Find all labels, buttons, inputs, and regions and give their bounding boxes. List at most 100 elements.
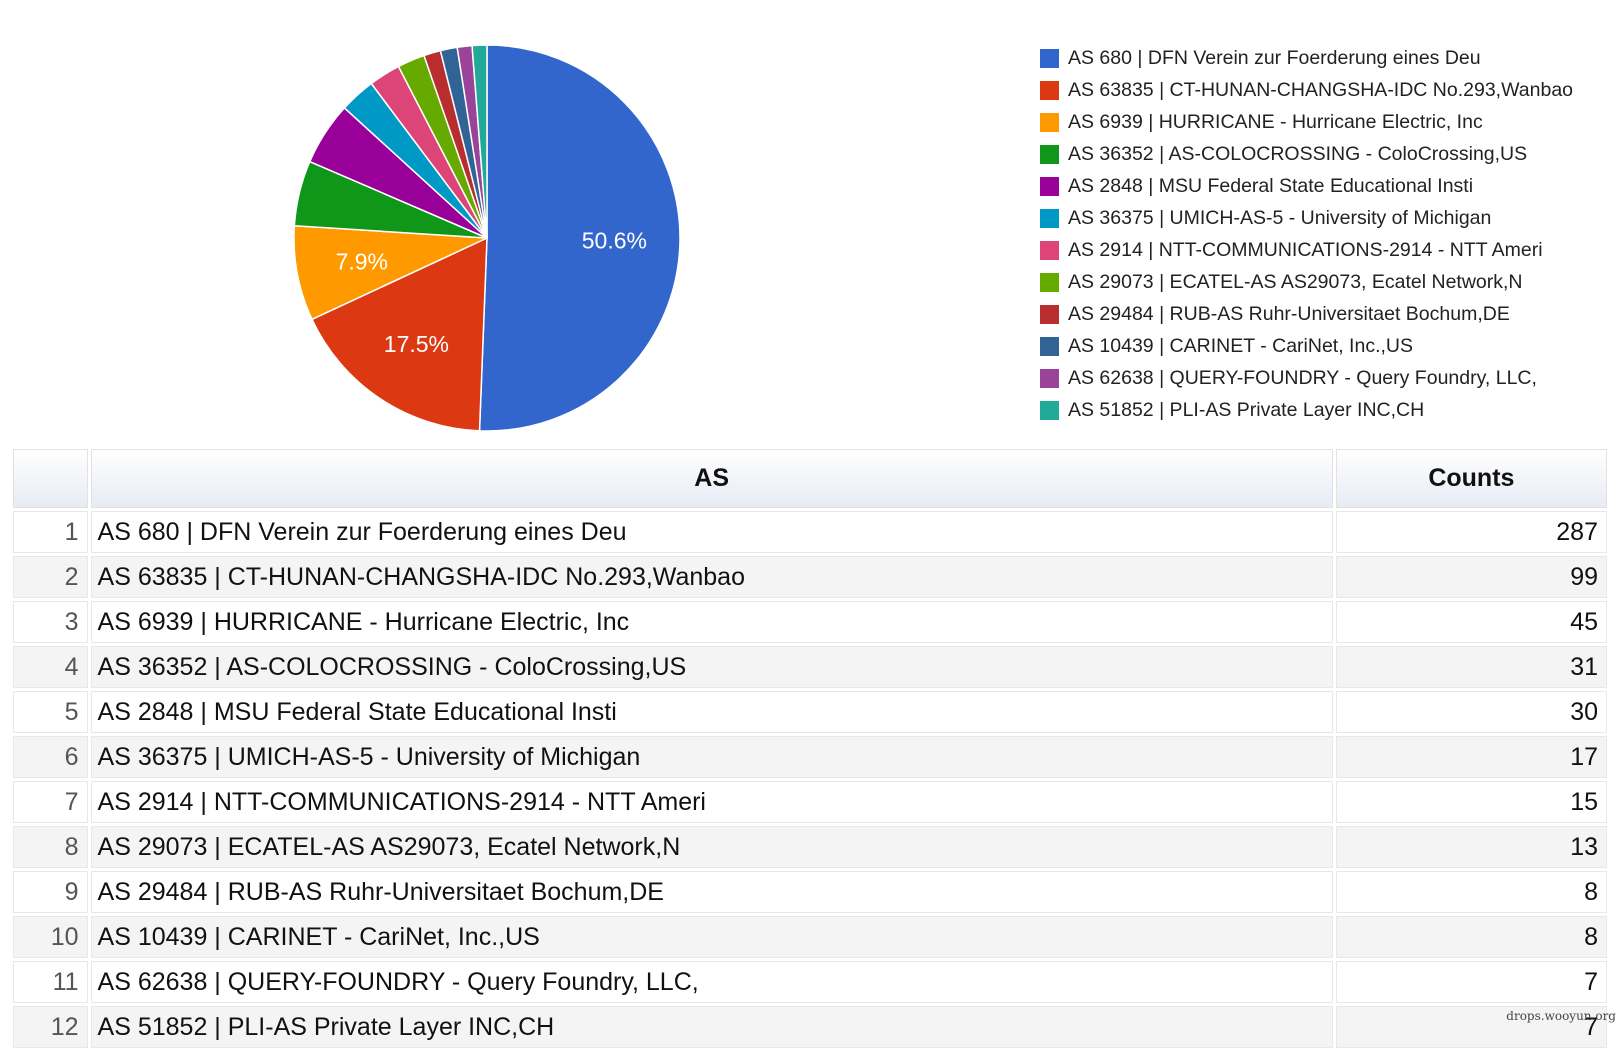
row-as-name: AS 29073 | ECATEL-AS AS29073, Ecatel Net… xyxy=(90,826,1333,868)
legend-item[interactable]: AS 36352 | AS-COLOCROSSING - ColoCrossin… xyxy=(1040,138,1620,170)
counts-column-header[interactable]: Counts xyxy=(1335,449,1607,508)
row-count: 287 xyxy=(1335,511,1607,553)
legend-label: AS 2914 | NTT-COMMUNICATIONS-2914 - NTT … xyxy=(1068,238,1543,261)
pie-slice[interactable] xyxy=(310,236,488,432)
legend-swatch xyxy=(1040,208,1059,228)
row-as-name: AS 51852 | PLI-AS Private Layer INC,CH xyxy=(90,1006,1333,1048)
legend-item[interactable]: AS 29073 | ECATEL-AS AS29073, Ecatel Net… xyxy=(1040,266,1620,298)
row-as-name: AS 2914 | NTT-COMMUNICATIONS-2914 - NTT … xyxy=(90,781,1333,823)
row-count: 99 xyxy=(1335,556,1607,598)
legend-swatch xyxy=(1040,112,1059,132)
row-count: 30 xyxy=(1335,691,1607,733)
legend-item[interactable]: AS 2848 | MSU Federal State Educational … xyxy=(1040,170,1620,202)
row-index: 5 xyxy=(13,691,88,733)
legend-swatch xyxy=(1040,272,1059,292)
data-table-container: AS Counts 1 AS 680 | DFN Verein zur Foerd… xyxy=(10,446,1610,1051)
table-row[interactable]: 2 AS 63835 | CT-HUNAN-CHANGSHA-IDC No.293… xyxy=(13,556,1607,598)
row-as-name: AS 29484 | RUB-AS Ruhr-Universitaet Boch… xyxy=(90,871,1333,913)
as-counts-table: AS Counts 1 AS 680 | DFN Verein zur Foerd… xyxy=(10,446,1610,1051)
legend-item[interactable]: AS 51852 | PLI-AS Private Layer INC,CH xyxy=(1040,394,1620,426)
pie-slice[interactable] xyxy=(293,224,488,321)
legend-label: AS 6939 | HURRICANE - Hurricane Electric… xyxy=(1068,110,1483,133)
as-column-header[interactable]: AS xyxy=(90,449,1333,508)
table-row[interactable]: 3 AS 6939 | HURRICANE - Hurricane Electri… xyxy=(13,601,1607,643)
row-count: 15 xyxy=(1335,781,1607,823)
legend-label: AS 680 | DFN Verein zur Foerderung eines… xyxy=(1068,46,1481,69)
legend-item[interactable]: AS 10439 | CARINET - CariNet, Inc.,US xyxy=(1040,330,1620,362)
pie-slice[interactable] xyxy=(471,44,488,239)
table-row[interactable]: 6 AS 36375 | UMICH-AS-5 - University of M… xyxy=(13,736,1607,778)
pie-slice-label: 50.6% xyxy=(582,227,647,253)
row-index: 6 xyxy=(13,736,88,778)
legend-swatch xyxy=(1040,176,1059,196)
legend-label: AS 62638 | QUERY-FOUNDRY - Query Foundry… xyxy=(1068,366,1537,389)
pie-slice[interactable] xyxy=(478,44,681,432)
legend-item[interactable]: AS 63835 | CT-HUNAN-CHANGSHA-IDC No.293,… xyxy=(1040,74,1620,106)
row-index: 1 xyxy=(13,511,88,553)
row-index: 7 xyxy=(13,781,88,823)
legend-swatch xyxy=(1040,304,1059,324)
legend-item[interactable]: AS 2914 | NTT-COMMUNICATIONS-2914 - NTT … xyxy=(1040,234,1620,266)
row-as-name: AS 680 | DFN Verein zur Foerderung eines… xyxy=(90,511,1333,553)
row-as-name: AS 6939 | HURRICANE - Hurricane Electric… xyxy=(90,601,1333,643)
legend-label: AS 29484 | RUB-AS Ruhr-Universitaet Boch… xyxy=(1068,302,1510,325)
table-header-row: AS Counts xyxy=(13,449,1607,508)
legend-swatch xyxy=(1040,48,1059,68)
row-count: 45 xyxy=(1335,601,1607,643)
row-index: 9 xyxy=(13,871,88,913)
row-index: 10 xyxy=(13,916,88,958)
row-count: 13 xyxy=(1335,826,1607,868)
row-as-name: AS 10439 | CARINET - CariNet, Inc.,US xyxy=(90,916,1333,958)
table-row[interactable]: 8 AS 29073 | ECATEL-AS AS29073, Ecatel Ne… xyxy=(13,826,1607,868)
pie-chart: 50.6% 17.5% 7.9% xyxy=(290,40,690,440)
row-count: 7 xyxy=(1335,1006,1607,1048)
legend-swatch xyxy=(1040,368,1059,388)
row-index: 2 xyxy=(13,556,88,598)
table-row[interactable]: 12 AS 51852 | PLI-AS Private Layer INC,CH… xyxy=(13,1006,1607,1048)
index-column-header xyxy=(13,449,88,508)
table-row[interactable]: 10 AS 10439 | CARINET - CariNet, Inc.,US 8 xyxy=(13,916,1607,958)
row-count: 7 xyxy=(1335,961,1607,1003)
legend-label: AS 10439 | CARINET - CariNet, Inc.,US xyxy=(1068,334,1413,357)
row-index: 8 xyxy=(13,826,88,868)
legend-swatch xyxy=(1040,80,1059,100)
row-index: 3 xyxy=(13,601,88,643)
row-as-name: AS 62638 | QUERY-FOUNDRY - Query Foundry… xyxy=(90,961,1333,1003)
row-count: 8 xyxy=(1335,871,1607,913)
legend-item[interactable]: AS 29484 | RUB-AS Ruhr-Universitaet Boch… xyxy=(1040,298,1620,330)
row-index: 12 xyxy=(13,1006,88,1048)
legend-swatch xyxy=(1040,240,1059,260)
table-row[interactable]: 4 AS 36352 | AS-COLOCROSSING - ColoCrossi… xyxy=(13,646,1607,688)
row-count: 8 xyxy=(1335,916,1607,958)
table-row[interactable]: 9 AS 29484 | RUB-AS Ruhr-Universitaet Boc… xyxy=(13,871,1607,913)
row-index: 4 xyxy=(13,646,88,688)
pie-svg: 50.6% 17.5% 7.9% xyxy=(293,44,681,432)
legend-label: AS 29073 | ECATEL-AS AS29073, Ecatel Net… xyxy=(1068,270,1523,293)
legend-label: AS 51852 | PLI-AS Private Layer INC,CH xyxy=(1068,398,1425,421)
row-count: 17 xyxy=(1335,736,1607,778)
legend-swatch xyxy=(1040,400,1059,420)
legend-swatch xyxy=(1040,336,1059,356)
legend-item[interactable]: AS 62638 | QUERY-FOUNDRY - Query Foundry… xyxy=(1040,362,1620,394)
row-as-name: AS 36352 | AS-COLOCROSSING - ColoCrossin… xyxy=(90,646,1333,688)
legend-label: AS 36375 | UMICH-AS-5 - University of Mi… xyxy=(1068,206,1492,229)
legend-item[interactable]: AS 680 | DFN Verein zur Foerderung eines… xyxy=(1040,42,1620,74)
row-as-name: AS 36375 | UMICH-AS-5 - University of Mi… xyxy=(90,736,1333,778)
legend-label: AS 2848 | MSU Federal State Educational … xyxy=(1068,174,1474,197)
row-as-name: AS 63835 | CT-HUNAN-CHANGSHA-IDC No.293,… xyxy=(90,556,1333,598)
pie-slice-label: 7.9% xyxy=(336,249,388,275)
chart-legend: AS 680 | DFN Verein zur Foerderung eines… xyxy=(1040,42,1620,426)
legend-swatch xyxy=(1040,144,1059,164)
watermark: drops.wooyun.org xyxy=(1506,1009,1616,1023)
legend-label: AS 36352 | AS-COLOCROSSING - ColoCrossin… xyxy=(1068,142,1528,165)
legend-item[interactable]: AS 36375 | UMICH-AS-5 - University of Mi… xyxy=(1040,202,1620,234)
table-row[interactable]: 5 AS 2848 | MSU Federal State Educational… xyxy=(13,691,1607,733)
legend-item[interactable]: AS 6939 | HURRICANE - Hurricane Electric… xyxy=(1040,106,1620,138)
row-as-name: AS 2848 | MSU Federal State Educational … xyxy=(90,691,1333,733)
table-row[interactable]: 7 AS 2914 | NTT-COMMUNICATIONS-2914 - NTT… xyxy=(13,781,1607,823)
table-row[interactable]: 11 AS 62638 | QUERY-FOUNDRY - Query Found… xyxy=(13,961,1607,1003)
row-count: 31 xyxy=(1335,646,1607,688)
table-body: 1 AS 680 | DFN Verein zur Foerderung eine… xyxy=(13,511,1607,1048)
table-row[interactable]: 1 AS 680 | DFN Verein zur Foerderung eine… xyxy=(13,511,1607,553)
pie-slice-label: 17.5% xyxy=(384,331,449,357)
